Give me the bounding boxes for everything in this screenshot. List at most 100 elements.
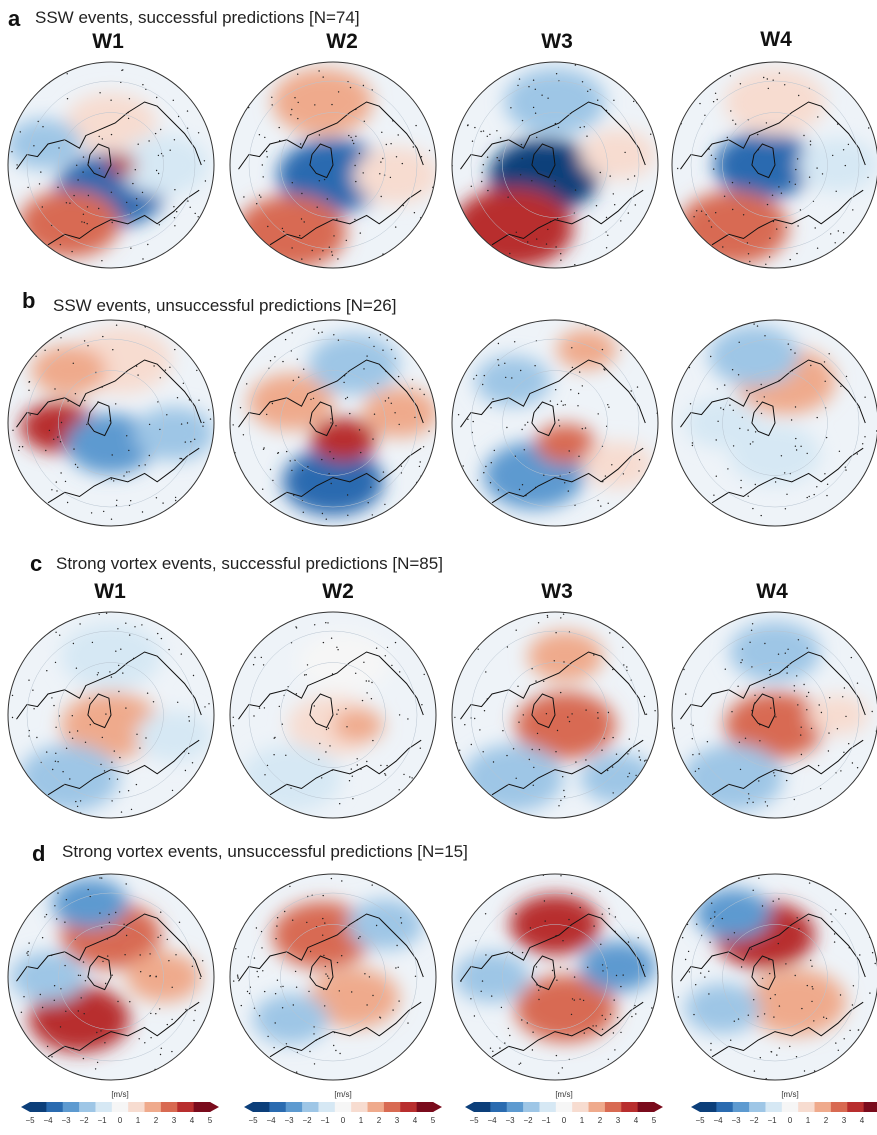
map-boundary <box>451 61 659 269</box>
colorbar-swatch <box>637 1102 655 1112</box>
anomaly-blob <box>18 190 120 258</box>
graticule <box>280 662 386 768</box>
anomaly-blob <box>136 710 212 762</box>
colorbar-tick-label: 5 <box>651 1116 657 1125</box>
colorbar-tick-label: −2 <box>79 1116 89 1125</box>
coastline <box>491 739 644 796</box>
graticule <box>280 924 386 1030</box>
graticule <box>722 370 828 476</box>
colorbar-tick-label: 1 <box>805 1116 811 1125</box>
panel-title-d: Strong vortex events, unsuccessful predi… <box>62 842 468 861</box>
polar-map-c-w1 <box>6 610 216 820</box>
graticule <box>26 630 196 800</box>
anomaly-blob <box>580 129 656 180</box>
colorbar-tick-label: 4 <box>859 1116 865 1125</box>
anomaly-blob <box>277 138 389 213</box>
coastline <box>751 401 776 437</box>
colorbar-swatch <box>62 1102 80 1112</box>
colorbar-tick-label: −4 <box>487 1116 497 1125</box>
anomaly-blob <box>353 146 436 205</box>
panel-title-b: SSW events, unsuccessful predictions [N=… <box>53 296 397 315</box>
colorbar-tick-label: −3 <box>731 1116 741 1125</box>
colorbar-tick-label: −5 <box>695 1116 705 1125</box>
coastline <box>47 447 200 504</box>
anomaly-blob <box>515 974 616 1043</box>
colorbar-swatch <box>95 1102 113 1112</box>
map-boundary <box>7 61 215 269</box>
colorbar-tick-label: −3 <box>61 1116 71 1125</box>
anomaly-blob <box>724 68 826 136</box>
coastline <box>460 101 646 170</box>
graticule <box>690 630 860 800</box>
anomaly-blob <box>18 744 120 812</box>
graticule <box>502 662 608 768</box>
colorbar-tick-label: −1 <box>541 1116 551 1125</box>
anomaly-blob <box>556 329 617 370</box>
coastline <box>16 359 202 428</box>
colorbar-tick-label: 1 <box>358 1116 364 1125</box>
graticule <box>248 338 418 508</box>
anomaly-blob <box>333 708 384 743</box>
coastline <box>269 1001 422 1058</box>
coastline <box>47 1001 200 1058</box>
colorbar-swatch <box>367 1102 385 1112</box>
graticule <box>26 892 196 1062</box>
colorbar-tick-label: 1 <box>135 1116 141 1125</box>
graticule <box>690 338 860 508</box>
graticule <box>470 630 640 800</box>
colorbar-tick-label: −2 <box>749 1116 759 1125</box>
coastline <box>16 101 202 170</box>
colorbar-swatch <box>269 1102 287 1112</box>
anomaly-blob <box>729 424 821 485</box>
colorbar-tick-label: −4 <box>266 1116 276 1125</box>
graticule <box>502 370 608 476</box>
polar-map-c-w4 <box>670 610 877 820</box>
colorbar-tick-label: −5 <box>248 1116 258 1125</box>
panel-letter-b: b <box>22 288 36 313</box>
anomaly-blob <box>745 968 847 1036</box>
colorbar-tick-label: 0 <box>787 1116 793 1125</box>
graticule <box>58 924 164 1030</box>
anomaly-blob <box>253 993 329 1045</box>
polar-map-b-w2 <box>228 318 438 528</box>
colorbar-swatch <box>79 1102 96 1112</box>
polar-map-d-w2 <box>228 872 438 1082</box>
anomaly-blob <box>65 413 157 475</box>
map-boundary <box>451 873 659 1081</box>
coastline <box>531 693 556 729</box>
week-label-w4: W4 <box>756 580 788 603</box>
polar-map-a-w3 <box>450 60 660 270</box>
coastline <box>238 359 424 428</box>
colorbar-tick-label: −5 <box>25 1116 35 1125</box>
coastline <box>269 739 422 796</box>
coastline <box>491 447 644 504</box>
colorbar-swatch <box>506 1102 524 1112</box>
colorbar-tick-label: 5 <box>430 1116 436 1125</box>
colorbar-swatch <box>716 1102 734 1112</box>
colorbar-swatch <box>128 1102 146 1112</box>
coastline <box>87 143 112 179</box>
coastline <box>309 693 334 729</box>
anomaly-blob <box>308 333 400 395</box>
anomaly-blob <box>65 92 157 154</box>
polar-map-b-w4 <box>670 318 877 528</box>
coastline <box>680 913 866 982</box>
anomaly-blob <box>31 345 107 396</box>
polar-map-a-w2 <box>228 60 438 270</box>
graticule <box>722 662 828 768</box>
colorbar-tick-label: 0 <box>340 1116 346 1125</box>
coastline <box>238 651 424 720</box>
colorbar: [m/s] −5 −4 −3 −2 −1 0 1 2 3 4 5 <box>243 1090 443 1130</box>
colorbar-swatch <box>111 1102 129 1112</box>
graticule <box>248 80 418 250</box>
colorbar-extend-low <box>691 1102 700 1112</box>
coastline <box>531 143 556 179</box>
coastline <box>16 651 202 720</box>
colorbar-swatch <box>830 1102 848 1112</box>
colorbar-unit: [m/s] <box>781 1090 799 1099</box>
graticule <box>58 662 164 768</box>
week-label-w2: W2 <box>326 30 358 53</box>
colorbar-tick-label: −3 <box>505 1116 515 1125</box>
graticule <box>280 370 386 476</box>
anomaly-blob <box>724 691 826 760</box>
